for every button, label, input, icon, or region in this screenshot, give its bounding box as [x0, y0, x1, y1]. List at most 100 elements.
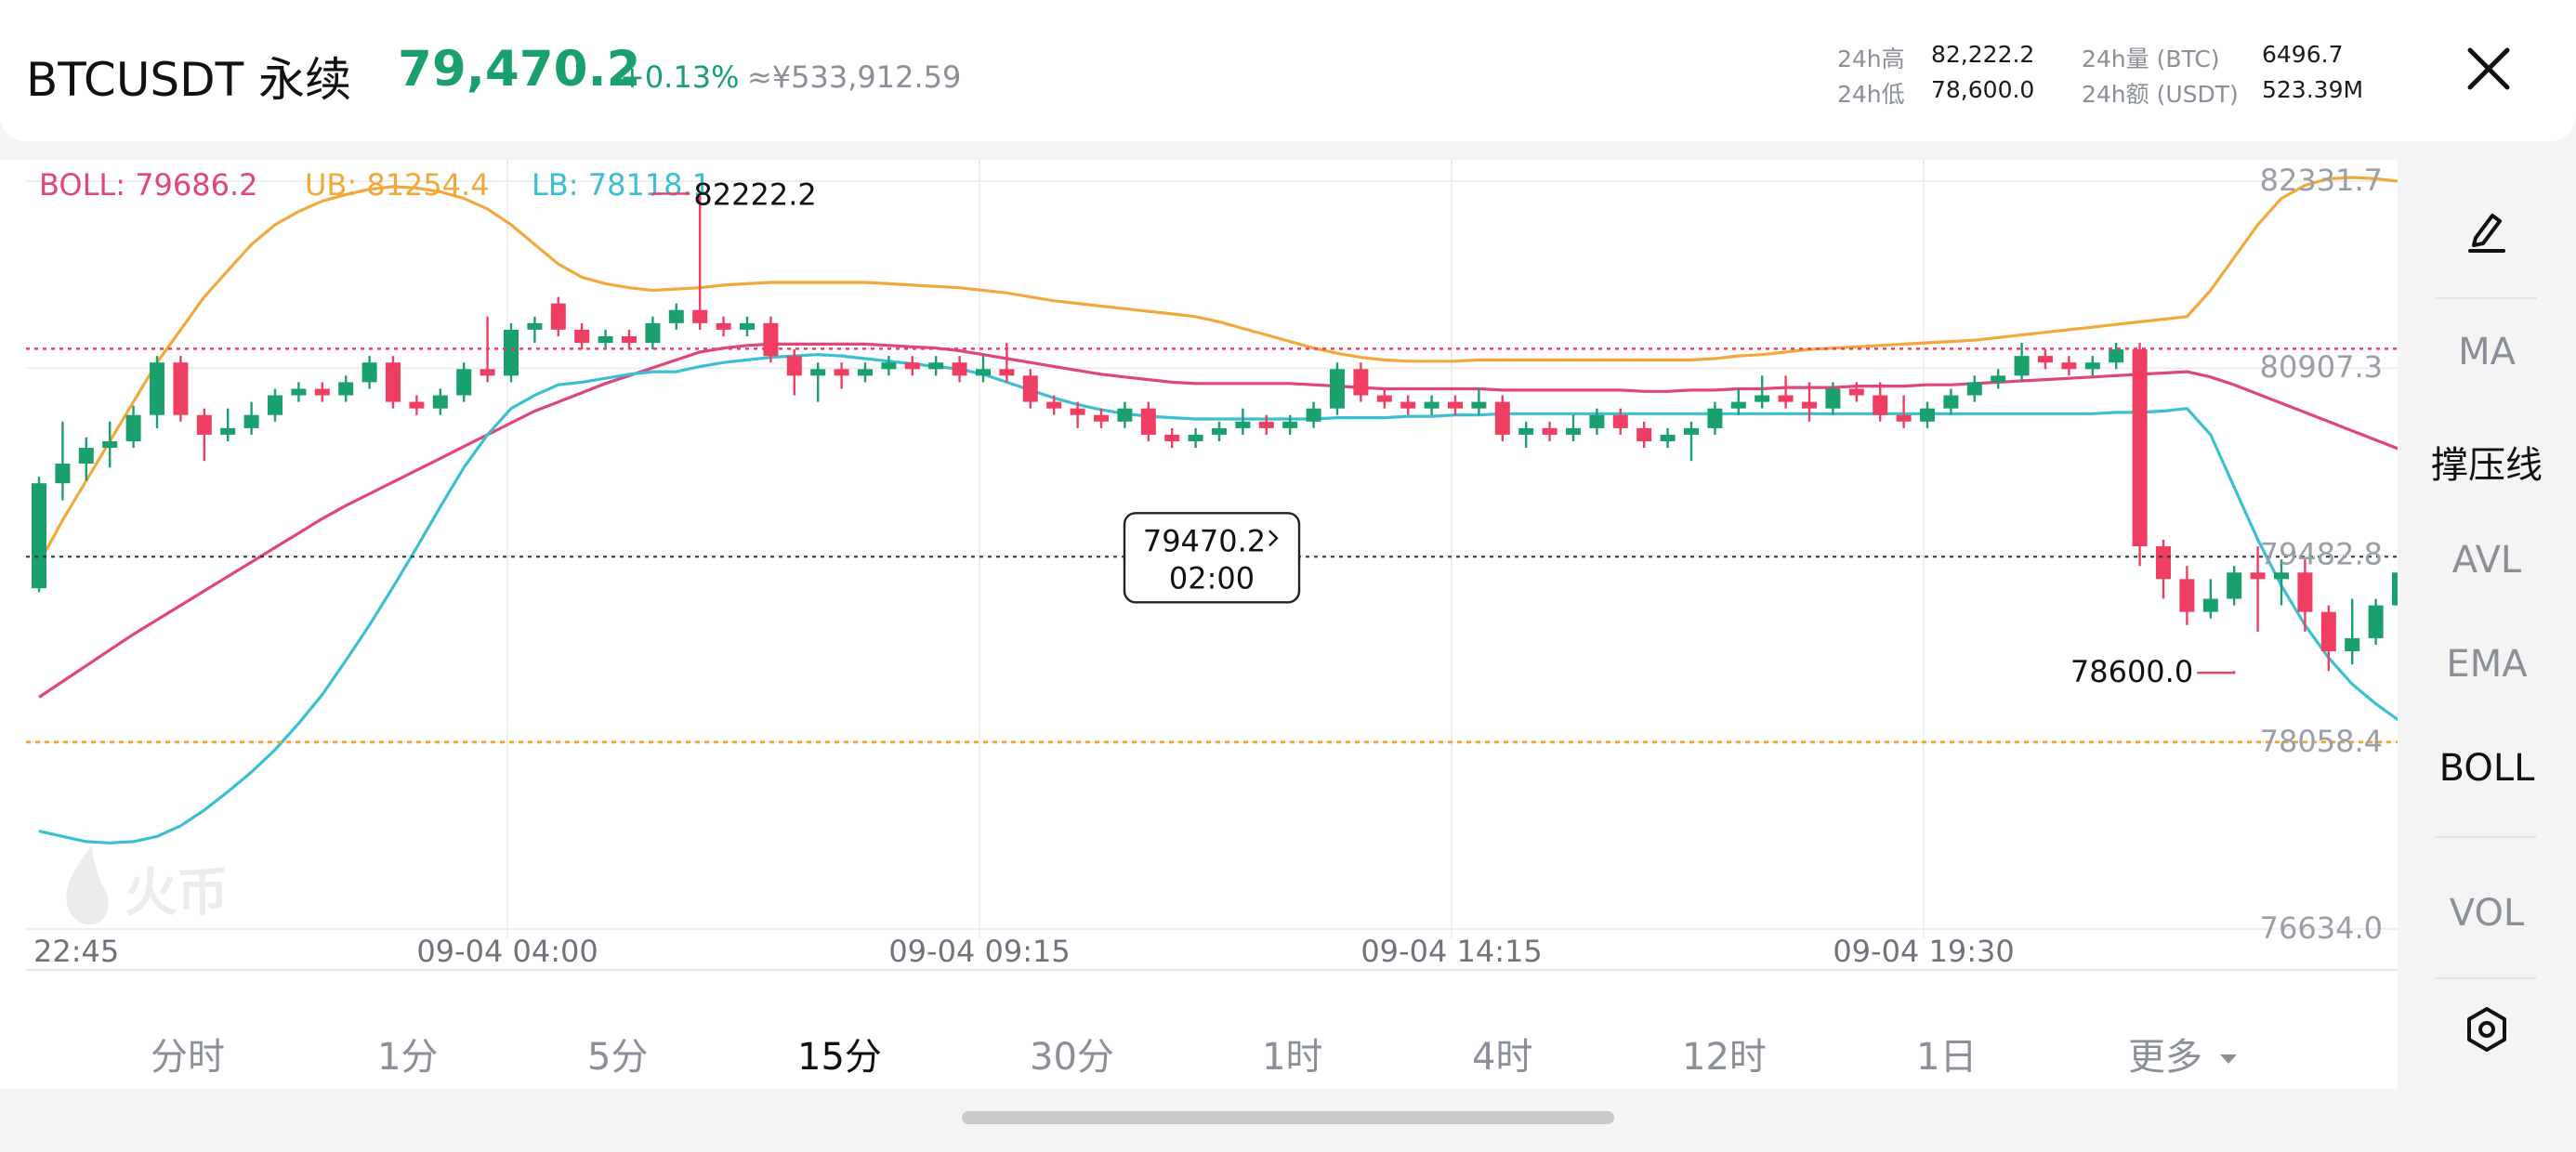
indicator-boll[interactable]: BOLL — [2438, 747, 2535, 790]
tf-timeline[interactable]: 分时 — [151, 1036, 225, 1079]
candle-body — [550, 303, 566, 330]
candle-body — [1070, 408, 1085, 415]
candle-body — [2250, 572, 2266, 580]
boll-legend: BOLL: 79686.2 UB: 81254.4 LB: 78118.1 — [39, 167, 711, 203]
indicator-sidebar: MA 撑压线 AVL EMA BOLL VOL — [2398, 160, 2576, 1098]
y-tick-label: 80907.3 — [2260, 349, 2383, 385]
price-tag-countdown: 02:00 — [1169, 560, 1255, 596]
candle-body — [1212, 427, 1227, 435]
tf-15m[interactable]: 15分 — [797, 1036, 882, 1079]
candle-body — [1825, 388, 1841, 409]
x-tick-label: 09-04 09:15 — [888, 934, 1070, 969]
candle-body — [125, 414, 141, 441]
tf-30m[interactable]: 30分 — [1030, 1036, 1114, 1079]
draw-tool-button[interactable] — [2398, 201, 2576, 266]
candle-body — [196, 414, 212, 435]
cny-price: ≈¥533,912.59 — [747, 59, 962, 95]
current-price-tag[interactable]: 79470.202:00 — [1123, 512, 1301, 604]
candle-body — [692, 309, 708, 323]
candle-body — [952, 362, 967, 376]
candle-body — [1094, 414, 1109, 422]
tf-4h[interactable]: 4时 — [1472, 1036, 1533, 1079]
candle-body — [2014, 356, 2030, 376]
amount-24h-label: 24h额 (USDT) — [2082, 81, 2239, 108]
candle-body — [1424, 401, 1439, 409]
candle-body — [763, 322, 779, 357]
candle-body — [881, 362, 897, 370]
candle-body — [786, 356, 802, 376]
tf-1h[interactable]: 1时 — [1262, 1036, 1323, 1079]
x-tick-label: 09-04 19:30 — [1833, 934, 2014, 969]
candle-body — [668, 309, 684, 323]
candle-body — [504, 329, 519, 376]
volume-24h-label: 24h量 (BTC) — [2082, 46, 2220, 72]
min-marker-line — [2197, 671, 2236, 674]
candle-body — [32, 483, 46, 589]
indicator-ma[interactable]: MA — [2458, 331, 2516, 373]
candle-body — [858, 369, 873, 376]
symbol-title[interactable]: BTCUSDT 永续 — [26, 53, 352, 107]
candle-body — [976, 369, 991, 376]
candle-body — [574, 329, 590, 344]
candle-body — [150, 362, 164, 415]
candle-body — [2156, 546, 2171, 580]
candle-body — [2227, 572, 2242, 599]
candle-body — [740, 322, 755, 330]
kline-chart[interactable]: 火币 82331.7 80907.3 79482.8 78058.4 76634.0 2… — [0, 160, 2576, 1089]
y-tick-label: 79482.8 — [2260, 537, 2383, 572]
tf-12h[interactable]: 12时 — [1682, 1036, 1767, 1079]
candle-body — [2132, 349, 2148, 547]
candle-body — [268, 395, 283, 415]
candle-body — [2297, 572, 2313, 612]
candle-body — [645, 322, 661, 344]
candle-body — [1707, 408, 1723, 428]
candle-body — [243, 414, 259, 428]
kline-svg[interactable]: 火币 82331.7 80907.3 79482.8 78058.4 76634.0 2… — [0, 160, 2576, 1089]
candle-body — [1660, 434, 1676, 441]
last-price: 79,470.2 — [398, 41, 641, 98]
extreme-markers: 82222.2 78600.0 — [651, 177, 2236, 689]
max-marker-line — [651, 192, 690, 196]
candle-body — [1494, 401, 1510, 435]
candle-body — [1306, 408, 1321, 422]
y-tick-label: 76634.0 — [2260, 910, 2383, 946]
tf-1m[interactable]: 1分 — [377, 1036, 439, 1079]
candle-body — [2274, 572, 2289, 580]
chevron-right-icon — [1268, 530, 1279, 547]
close-icon[interactable] — [2461, 41, 2517, 97]
candle-body — [338, 382, 354, 396]
amount-24h-value: 523.39M — [2262, 76, 2364, 103]
tf-more[interactable]: 更多 — [2128, 1027, 2242, 1080]
x-axis: 22:45 09-04 04:00 09-04 09:15 09-04 14:15 09… — [33, 934, 2015, 969]
candle-body — [291, 388, 307, 396]
sidebar-divider — [2435, 297, 2537, 299]
candle-body — [1376, 395, 1392, 402]
candle-body — [1164, 434, 1180, 441]
candle-body — [1518, 427, 1534, 435]
candle-body — [1966, 382, 1982, 396]
candle-body — [1943, 395, 1959, 409]
y-tick-label: 82331.7 — [2260, 163, 2383, 198]
flame-logo-icon — [66, 845, 109, 925]
candle-body — [102, 440, 118, 449]
candle-body — [2109, 349, 2124, 363]
legend-boll: BOLL: 79686.2 — [39, 167, 258, 203]
pencil-icon — [2468, 214, 2505, 253]
indicator-support-resistance[interactable]: 撑压线 — [2431, 444, 2543, 487]
indicator-avl[interactable]: AVL — [2451, 539, 2522, 582]
candle-body — [2345, 637, 2360, 652]
tf-1d[interactable]: 1日 — [1916, 1036, 1978, 1079]
candle-body — [1684, 427, 1699, 435]
candle-body — [1778, 395, 1794, 402]
indicator-vol[interactable]: VOL — [2449, 892, 2525, 935]
x-tick-label: 09-04 04:00 — [416, 934, 598, 969]
high-24h-label: 24h高 — [1837, 46, 1905, 72]
chart-settings-button[interactable] — [2398, 1001, 2576, 1067]
candle-body — [1802, 401, 1817, 409]
tf-5m[interactable]: 5分 — [587, 1036, 649, 1079]
indicator-ema[interactable]: EMA — [2446, 643, 2528, 686]
price-tag-box — [1123, 512, 1301, 604]
candle-body — [1612, 414, 1628, 428]
candle-body — [173, 362, 189, 415]
candle-body — [598, 335, 613, 344]
